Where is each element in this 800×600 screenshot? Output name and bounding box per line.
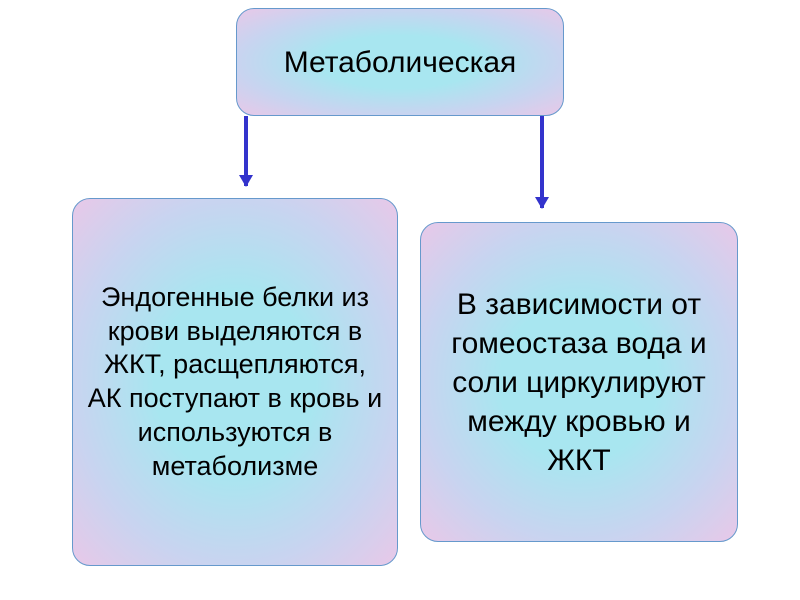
right-box: В зависимости от гомеостаза вода и соли … — [420, 222, 738, 542]
arrow-to-left — [244, 116, 248, 186]
left-text: Эндогенные белки из крови выделяются в Ж… — [85, 281, 385, 484]
left-box: Эндогенные белки из крови выделяются в Ж… — [72, 198, 398, 566]
right-text: В зависимости от гомеостаза вода и соли … — [433, 285, 725, 480]
title-text: Метаболическая — [284, 43, 517, 82]
title-box: Метаболическая — [236, 8, 564, 116]
arrow-to-right — [540, 116, 544, 208]
